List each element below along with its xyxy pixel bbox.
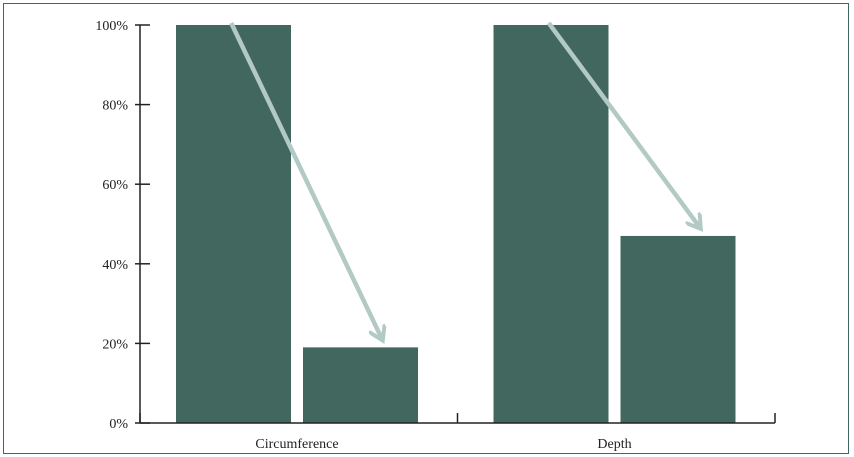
bar-circumference-series-1	[176, 25, 291, 423]
y-ticks-layer: 0% 20% 40% 60% 80% 100%	[95, 19, 128, 432]
x-labels-layer: Circumference Depth	[255, 437, 631, 452]
x-tick-label-circumference: Circumference	[255, 437, 338, 452]
arrow-annotation-circumference	[229, 22, 381, 337]
y-tick-label-0: 0%	[109, 417, 128, 432]
y-tick-label-80: 80%	[102, 99, 128, 114]
bar-depth-series-1	[493, 25, 609, 423]
y-tick-label-40: 40%	[102, 258, 128, 273]
bars-layer	[176, 25, 736, 423]
y-tick-label-100: 100%	[95, 19, 128, 34]
arrow-annotation-depth	[546, 21, 699, 226]
bar-depth-series-2	[620, 235, 736, 423]
y-tick-label-60: 60%	[102, 178, 128, 193]
axes-layer	[135, 24, 776, 424]
x-tick-label-depth: Depth	[597, 437, 631, 452]
y-tick-label-20: 20%	[102, 337, 128, 352]
arrows-layer	[229, 21, 699, 337]
bar-circumference-series-2	[303, 347, 418, 423]
